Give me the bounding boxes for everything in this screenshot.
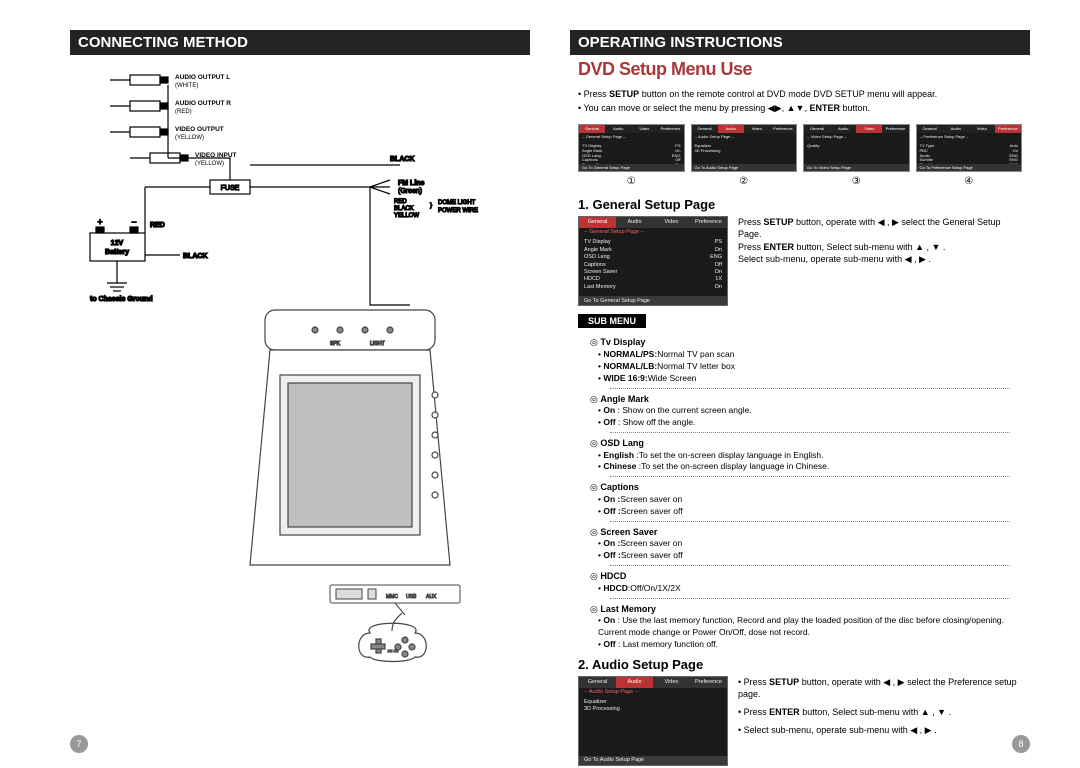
svg-text:12V: 12V — [111, 240, 124, 247]
svg-text:BLACK: BLACK — [390, 156, 415, 163]
svg-text:LIGHT: LIGHT — [370, 341, 385, 347]
right-header: OPERATING INSTRUCTIONS — [570, 30, 1030, 55]
section-1-text: Press SETUP button, operate with ◀ , ▶ s… — [738, 216, 1022, 306]
section-1-title: 1. General Setup Page — [570, 193, 1030, 214]
svg-text:POWER WIRE: POWER WIRE — [438, 208, 478, 214]
svg-text:USB: USB — [406, 594, 417, 600]
svg-text:RED: RED — [150, 222, 165, 229]
svg-text:(Green): (Green) — [398, 188, 422, 195]
svg-text:(YELLOW): (YELLOW) — [175, 135, 204, 141]
svg-text:AUX: AUX — [426, 594, 437, 600]
svg-text:FUSE: FUSE — [221, 185, 240, 192]
svg-text:(YELLOW): (YELLOW) — [195, 161, 224, 167]
svg-text:}: } — [430, 203, 432, 209]
svg-text:VIDEO INPUT: VIDEO INPUT — [195, 152, 237, 159]
section-2-text: • Press SETUP button, operate with ◀ , ▶… — [738, 676, 1022, 743]
svg-text:SPK: SPK — [330, 341, 341, 347]
page-right: OPERATING INSTRUCTIONS DVD Setup Menu Us… — [570, 30, 1030, 743]
audio-setup-osd: GeneralAudioVideoPreference-- Audio Setu… — [578, 676, 728, 766]
svg-text:Battery: Battery — [105, 249, 129, 256]
general-setup-osd: GeneralAudioVideoPreference-- General Se… — [578, 216, 728, 306]
svg-text:+: + — [97, 217, 102, 227]
svg-text:YELLOW: YELLOW — [394, 213, 419, 219]
page-number-left: 7 — [70, 735, 88, 753]
svg-text:VIDEO OUTPUT: VIDEO OUTPUT — [175, 126, 224, 133]
intro-text: Press SETUP button on the remote control… — [570, 86, 1030, 118]
svg-text:FM Line: FM Line — [398, 180, 425, 187]
thumbnail-labels: ①②③④ — [570, 174, 1030, 193]
svg-text:DOME LIGHT: DOME LIGHT — [438, 200, 476, 206]
connecting-diagram: FUSE BLACK FM Line (Green) RED BLACK YEL… — [70, 55, 530, 675]
section-2-title: 2. Audio Setup Page — [570, 653, 1030, 674]
svg-text:AUDIO OUTPUT L: AUDIO OUTPUT L — [175, 74, 230, 81]
svg-text:(WHITE): (WHITE) — [175, 83, 198, 89]
page-left: CONNECTING METHOD FUSE BLACK — [70, 30, 530, 743]
dvd-setup-title: DVD Setup Menu Use — [570, 55, 1030, 86]
svg-text:to Chassis Ground: to Chassis Ground — [90, 296, 153, 303]
svg-text:−: − — [131, 217, 136, 227]
svg-text:MMC: MMC — [386, 594, 398, 600]
sub-menu-list: Tv DisplayNORMAL/PS:Normal TV pan scanNO… — [570, 330, 1030, 653]
svg-text:(RED): (RED) — [175, 109, 192, 115]
page-number-right: 8 — [1012, 735, 1030, 753]
sub-menu-label: SUB MENU — [578, 314, 646, 328]
left-header: CONNECTING METHOD — [70, 30, 530, 55]
svg-text:BLACK: BLACK — [183, 253, 208, 260]
svg-text:BLACK: BLACK — [394, 206, 414, 212]
svg-text:AUDIO OUTPUT R: AUDIO OUTPUT R — [175, 100, 231, 107]
osd-thumbnails: GeneralAudioVideoPreference-- General Se… — [570, 118, 1030, 174]
svg-text:RED: RED — [394, 199, 407, 205]
